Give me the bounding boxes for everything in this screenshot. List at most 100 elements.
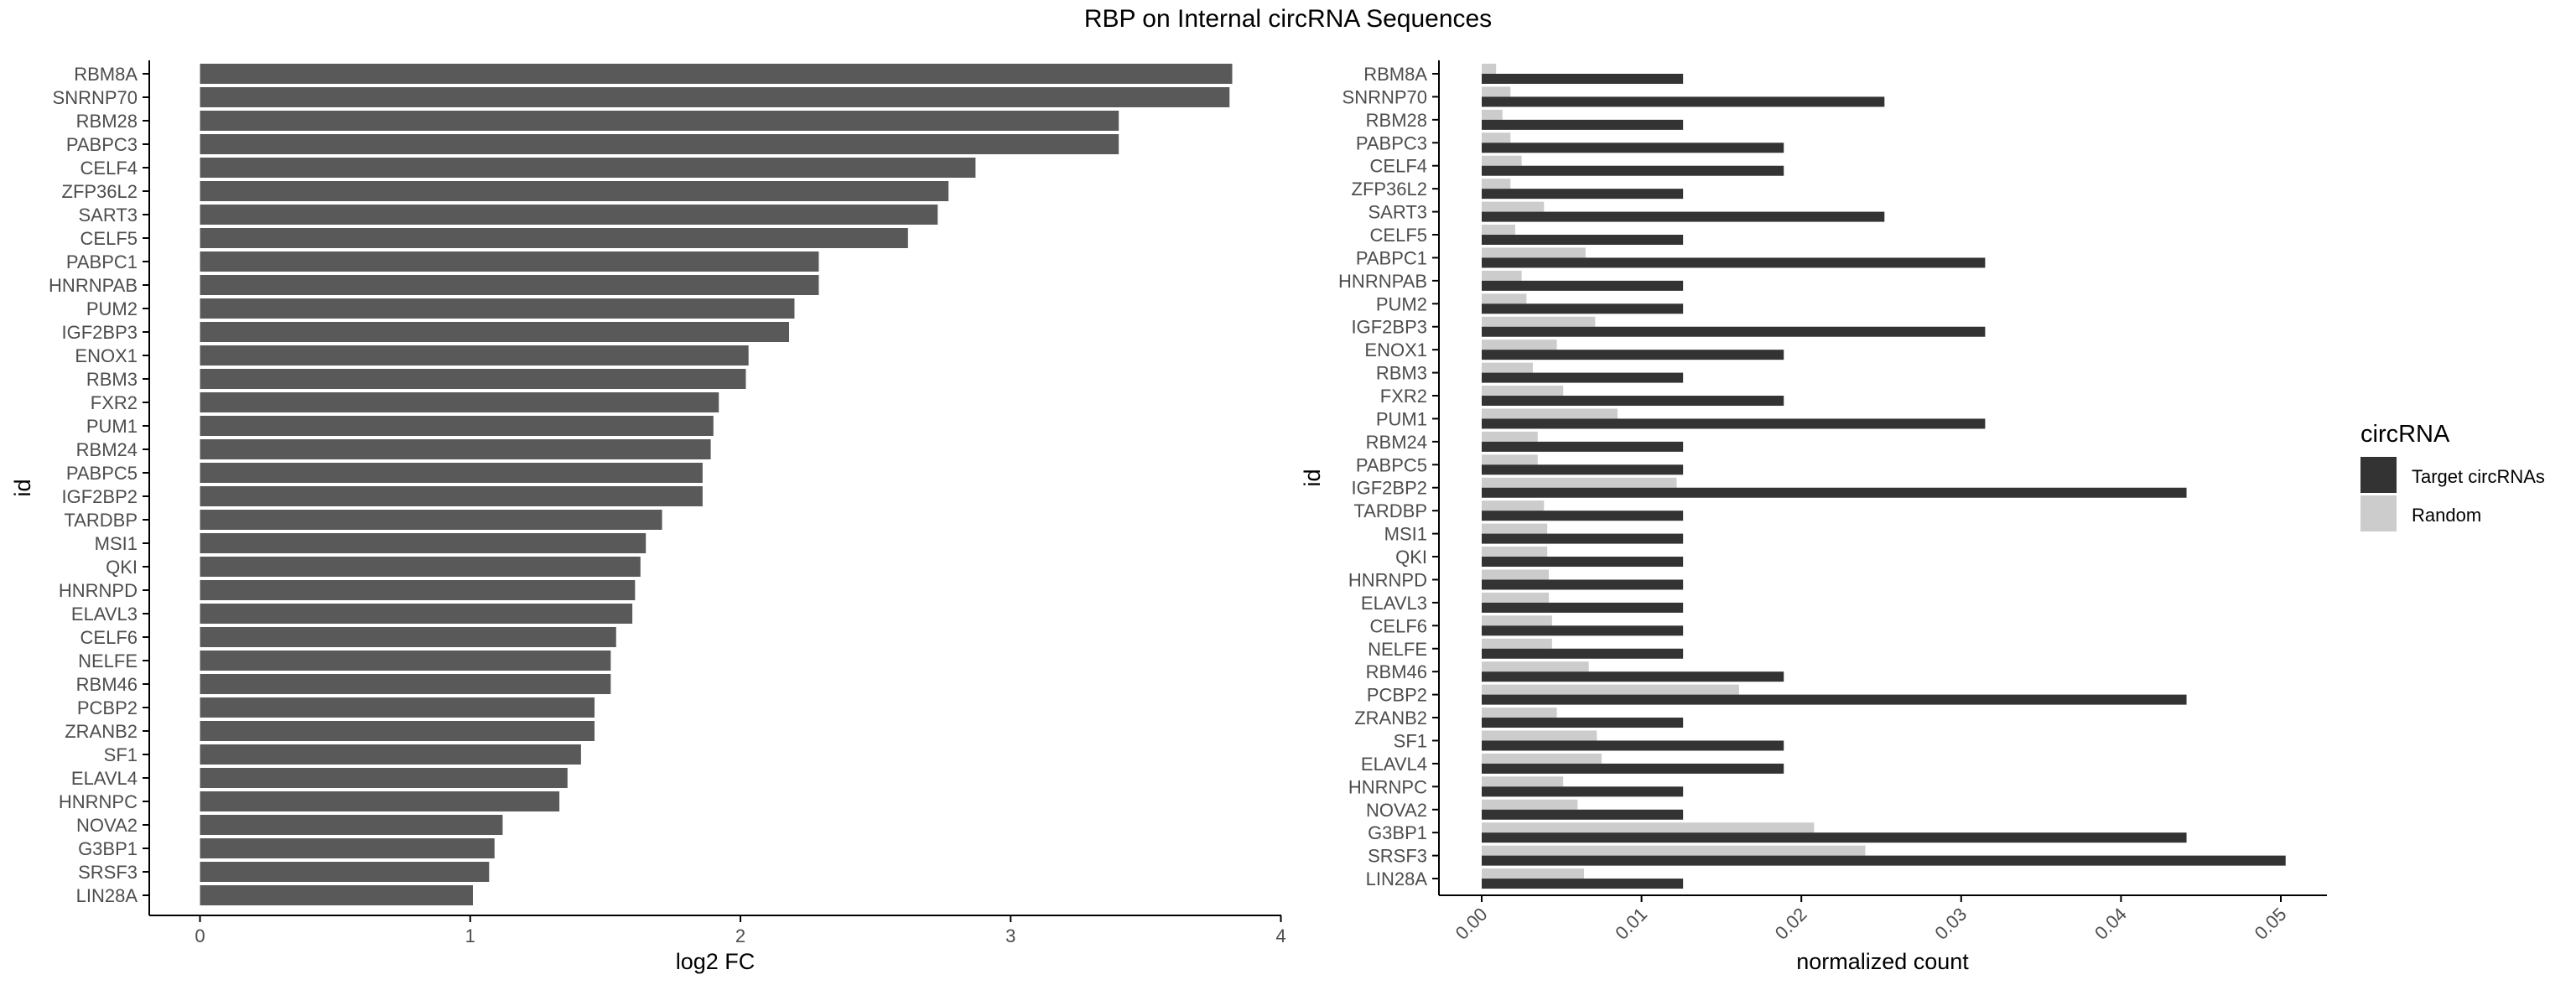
bar-target-pum1 (1482, 418, 1986, 429)
x-tick-label: 1 (465, 925, 475, 946)
bar-random-hnrnpc (1482, 776, 1564, 787)
bar-target-hnrnpd (1482, 579, 1684, 590)
bar-tardbp (200, 510, 662, 530)
bar-igf2bp3 (200, 322, 790, 342)
y-tick-label: PUM2 (1376, 293, 1427, 314)
bar-random-msi1 (1482, 523, 1548, 534)
y-tick-label: CELF4 (80, 158, 138, 179)
y-tick-label: RBM24 (1366, 432, 1427, 453)
bar-random-pum1 (1482, 408, 1618, 419)
y-tick-label: LIN28A (1366, 868, 1428, 889)
bar-random-rbm3 (1482, 362, 1533, 373)
bar-pabpc3 (200, 134, 1119, 154)
bar-random-igf2bp3 (1482, 316, 1596, 327)
bar-celf6 (200, 627, 616, 647)
bar-elavl3 (200, 604, 633, 624)
bar-srsf3 (200, 862, 490, 882)
y-tick-label: LIN28A (76, 885, 138, 906)
bar-random-sf1 (1482, 730, 1597, 741)
bar-pabpc5 (200, 463, 703, 483)
y-tick-label: RBM3 (1376, 363, 1427, 384)
y-tick-label: SF1 (1394, 730, 1427, 751)
bar-target-zranb2 (1482, 718, 1684, 728)
legend-title: circRNA (2360, 421, 2450, 448)
bar-random-rbm24 (1482, 431, 1538, 442)
bar-target-sf1 (1482, 740, 1784, 751)
y-tick-label: IGF2BP3 (62, 322, 138, 343)
y-tick-label: SNRNP70 (53, 87, 138, 108)
y-tick-label: G3BP1 (1368, 822, 1427, 843)
y-tick-label: CELF4 (1370, 156, 1427, 177)
y-tick-label: TARDBP (64, 510, 138, 531)
legend-key-random (2360, 495, 2397, 531)
bar-random-srsf3 (1482, 845, 1866, 856)
bar-random-pabpc5 (1482, 454, 1538, 465)
y-tick-label: IGF2BP3 (1352, 317, 1427, 338)
bar-random-hnrnpab (1482, 270, 1522, 281)
bar-celf5 (200, 228, 908, 248)
y-tick-label: CELF5 (80, 228, 138, 249)
bar-target-rbm3 (1482, 372, 1684, 383)
y-tick-label: PUM1 (86, 416, 138, 437)
y-tick-label: PABPC5 (66, 463, 138, 484)
y-tick-label: PABPC3 (1356, 132, 1427, 153)
bar-target-elavl3 (1482, 602, 1684, 613)
bar-random-pum2 (1482, 293, 1527, 304)
bar-target-srsf3 (1482, 855, 2286, 866)
y-tick-label: ZRANB2 (65, 721, 138, 742)
bar-target-rbm8a (1482, 74, 1684, 84)
bar-g3bp1 (200, 838, 495, 858)
y-tick-label: ELAVL4 (71, 768, 138, 789)
y-tick-label: PABPC5 (1356, 454, 1427, 475)
x-tick-label: 4 (1275, 925, 1285, 946)
bar-celf4 (200, 158, 976, 178)
y-tick-label: SART3 (78, 205, 138, 226)
bar-target-enox1 (1482, 350, 1784, 360)
legend-label-target: Target circRNAs (2412, 466, 2545, 487)
bar-target-hnrnpc (1482, 786, 1684, 797)
bar-target-hnrnpab (1482, 280, 1684, 291)
bar-hnrnpab (200, 275, 819, 295)
bar-fxr2 (200, 392, 719, 412)
y-tick-label: PABPC3 (66, 134, 138, 155)
bar-pcbp2 (200, 697, 595, 718)
bar-pum1 (200, 416, 714, 436)
x-tick-label: 2 (735, 925, 745, 946)
y-tick-label: PABPC1 (1356, 247, 1427, 268)
bar-target-sart3 (1482, 211, 1885, 222)
left-x-axis-title: log2 FC (676, 949, 756, 974)
y-tick-label: QKI (106, 557, 138, 578)
bar-target-pabpc5 (1482, 464, 1684, 475)
bar-sf1 (200, 744, 581, 765)
y-tick-label: RBM24 (76, 439, 138, 460)
y-tick-label: PUM2 (86, 298, 138, 319)
y-tick-label: PCBP2 (1367, 685, 1427, 706)
left-x-ticks: 0 1 2 3 4 (195, 915, 1286, 946)
bar-target-fxr2 (1482, 396, 1784, 407)
y-tick-label: HNRNPD (1348, 569, 1427, 590)
bar-target-qki (1482, 557, 1684, 568)
bar-pum2 (200, 298, 795, 319)
bar-random-rbm46 (1482, 661, 1589, 672)
y-tick-label: RBM8A (74, 64, 138, 85)
bar-snrnp70 (200, 87, 1230, 107)
bar-pabpc1 (200, 251, 819, 272)
bar-hnrnpc (200, 791, 560, 811)
legend: circRNA Target circRNAs Random (2360, 421, 2545, 531)
bar-random-zfp36l2 (1482, 179, 1511, 189)
y-tick-label: SART3 (1368, 202, 1427, 223)
y-tick-label: QKI (1395, 547, 1427, 568)
bar-lin28a (200, 885, 473, 905)
y-tick-label: RBM3 (86, 369, 138, 390)
bar-random-rbm8a (1482, 64, 1497, 74)
bar-igf2bp2 (200, 486, 703, 506)
bar-target-celf4 (1482, 165, 1784, 176)
y-tick-label: SRSF3 (1368, 846, 1427, 867)
y-tick-label: PCBP2 (77, 697, 138, 718)
y-tick-label: ZRANB2 (1354, 708, 1427, 728)
y-tick-label: NELFE (1368, 639, 1427, 660)
bar-target-zfp36l2 (1482, 189, 1684, 200)
bar-rbm8a (200, 64, 1233, 84)
y-tick-label: FXR2 (1380, 386, 1427, 407)
